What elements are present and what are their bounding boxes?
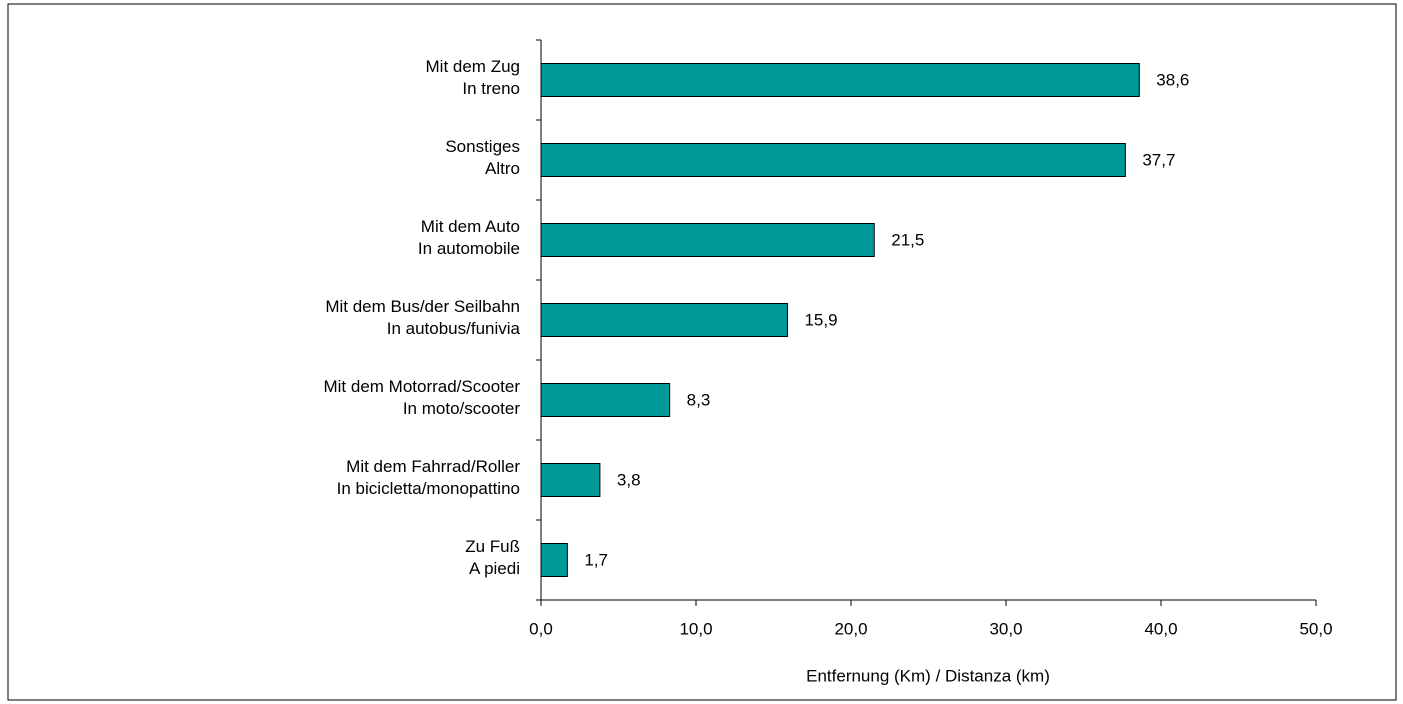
frame bbox=[7, 3, 1397, 701]
value-label: 8,3 bbox=[687, 390, 711, 409]
bar bbox=[540, 383, 671, 417]
bar bbox=[540, 303, 788, 337]
bar bbox=[540, 543, 568, 577]
x-tick-label: 40,0 bbox=[1144, 619, 1177, 638]
x-axis-title: Entfernung (Km) / Distanza (km) bbox=[806, 666, 1050, 685]
category-label: Mit dem Motorrad/Scooter In moto/scooter bbox=[323, 377, 520, 418]
category-label: Mit dem Fahrrad/Roller In bicicletta/mon… bbox=[336, 457, 520, 498]
bar bbox=[540, 143, 1126, 177]
x-tick-label: 50,0 bbox=[1299, 619, 1332, 638]
category-label: Mit dem Bus/der Seilbahn In autobus/funi… bbox=[325, 297, 520, 338]
x-tick-label: 30,0 bbox=[989, 619, 1022, 638]
category-label: Mit dem Zug In treno bbox=[425, 57, 520, 98]
value-label: 3,8 bbox=[617, 470, 641, 489]
value-label: 15,9 bbox=[804, 310, 837, 329]
x-tick-label: 20,0 bbox=[834, 619, 867, 638]
bar bbox=[540, 63, 1140, 97]
x-tick-label: 0,0 bbox=[529, 619, 553, 638]
category-label: Sonstiges Altro bbox=[445, 137, 520, 178]
x-tick-label: 10,0 bbox=[679, 619, 712, 638]
category-label: Mit dem Auto In automobile bbox=[417, 217, 520, 258]
value-label: 1,7 bbox=[584, 550, 608, 569]
bar bbox=[540, 463, 601, 497]
category-label: Zu Fuß A piedi bbox=[465, 537, 520, 578]
value-label: 21,5 bbox=[891, 230, 924, 249]
value-label: 37,7 bbox=[1142, 150, 1175, 169]
bar bbox=[540, 223, 875, 257]
value-label: 38,6 bbox=[1156, 70, 1189, 89]
